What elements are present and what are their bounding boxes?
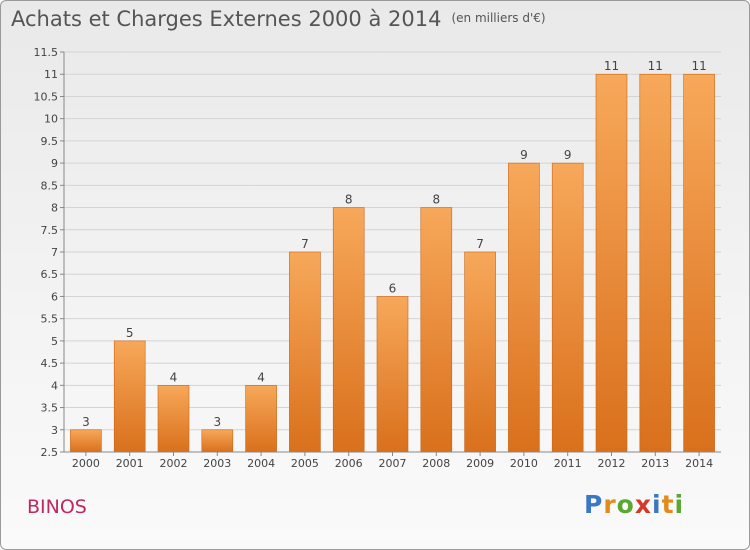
bar-value-label: 7 <box>476 237 484 251</box>
y-tick-label: 7 <box>51 246 58 259</box>
x-tick-label: 2005 <box>291 457 319 470</box>
x-tick-label: 2008 <box>422 457 450 470</box>
logo-letter: t <box>661 490 675 519</box>
bar <box>551 162 584 453</box>
x-tick-label: 2013 <box>641 457 669 470</box>
bar <box>289 251 321 453</box>
x-tick-label: 2001 <box>116 457 144 470</box>
bar <box>508 162 540 453</box>
logo-letter: i <box>652 490 662 519</box>
bar-value-label: 11 <box>691 59 706 73</box>
y-tick-label: 5.5 <box>41 313 59 326</box>
bar-value-label: 3 <box>82 415 90 429</box>
logo-letter: x <box>634 490 652 519</box>
logo-letter: i <box>674 490 685 519</box>
y-tick-label: 9.5 <box>41 135 59 148</box>
x-tick-label: 2007 <box>379 457 407 470</box>
bar <box>245 385 277 453</box>
x-tick-label: 2010 <box>510 457 538 470</box>
y-tick-label: 9 <box>51 157 58 170</box>
y-tick-label: 11.5 <box>34 46 59 59</box>
x-tick-label: 2014 <box>685 457 713 470</box>
y-tick-label: 10 <box>44 113 58 126</box>
bar <box>113 340 146 453</box>
chart-title-text: Achats et Charges Externes 2000 à 2014 <box>11 7 442 31</box>
bar-value-label: 6 <box>389 281 397 295</box>
y-tick-label: 2.5 <box>41 446 59 459</box>
commune-name: BINOS <box>27 496 87 518</box>
x-tick-label: 2004 <box>247 457 275 470</box>
x-tick-label: 2006 <box>335 457 363 470</box>
bar <box>683 73 715 453</box>
bar <box>70 429 102 453</box>
bar <box>201 429 234 453</box>
bar <box>332 207 365 453</box>
bar-value-label: 9 <box>520 148 528 162</box>
bar-value-label: 7 <box>301 237 309 251</box>
bar <box>595 73 628 453</box>
y-axis: 2.5 3 3.5 4 4.5 5 5.5 6 6.5 7 7.5 8 8.5 9 9.5 10 10.5 11 1… <box>34 46 65 459</box>
x-tick-label: 2000 <box>72 457 100 470</box>
bar <box>464 251 496 453</box>
logo-letter: o <box>616 490 635 519</box>
bars: 3 5 4 3 4 7 8 6 8 7 9 9 11 11 11 <box>70 59 715 453</box>
x-tick-label: 2002 <box>160 457 188 470</box>
chart-unit: (en milliers d'€) <box>451 11 546 25</box>
y-tick-label: 3 <box>51 424 58 437</box>
y-tick-label: 4.5 <box>41 357 59 370</box>
x-tick-label: 2011 <box>554 457 582 470</box>
y-tick-label: 5 <box>51 335 58 348</box>
y-tick-label: 6.5 <box>41 268 59 281</box>
x-axis: 2000 2001 2002 2003 2004 2005 2006 2007 2008 2009… <box>64 451 721 470</box>
x-tick-label: 2012 <box>598 457 626 470</box>
y-tick-label: 11 <box>44 68 58 81</box>
y-tick-label: 8 <box>51 202 58 215</box>
bar <box>157 385 190 453</box>
y-tick-label: 8.5 <box>41 179 59 192</box>
bar-value-label: 3 <box>213 415 221 429</box>
bar-value-label: 4 <box>257 370 265 384</box>
bar <box>420 207 453 453</box>
proxiti-logo[interactable]: Proxiti <box>584 490 684 519</box>
y-tick-label: 7.5 <box>41 224 59 237</box>
x-tick-label: 2009 <box>466 457 494 470</box>
bar-value-label: 5 <box>126 326 134 340</box>
logo-letter: r <box>603 490 617 519</box>
bar-value-label: 9 <box>564 148 572 162</box>
y-tick-label: 6 <box>51 290 58 303</box>
chart-title: Achats et Charges Externes 2000 à 2014 (e… <box>11 7 546 31</box>
bar-value-label: 4 <box>170 370 178 384</box>
logo-letter: P <box>584 490 604 519</box>
bar-value-label: 8 <box>345 193 353 207</box>
y-tick-label: 3.5 <box>41 402 59 415</box>
x-tick-label: 2003 <box>203 457 231 470</box>
y-tick-label: 4 <box>51 379 58 392</box>
bar-value-label: 8 <box>432 193 440 207</box>
bar-value-label: 11 <box>648 59 663 73</box>
bar <box>639 73 672 453</box>
bar-value-label: 11 <box>604 59 619 73</box>
y-tick-label: 10.5 <box>34 90 59 103</box>
bar <box>376 296 409 453</box>
